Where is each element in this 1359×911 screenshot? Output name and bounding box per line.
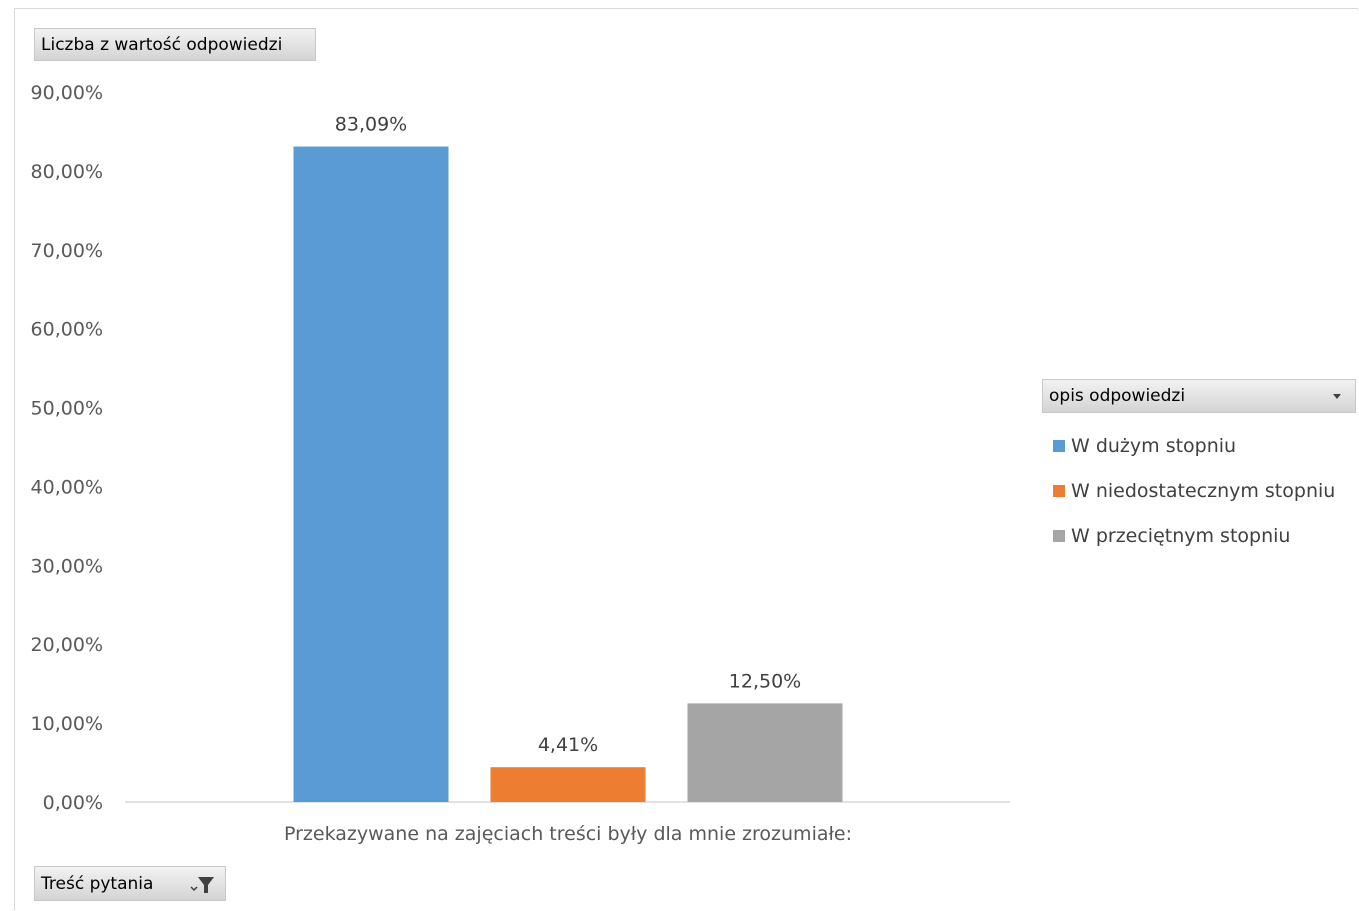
bar-series (293, 146, 843, 803)
y-tick-label: 30,00% (31, 555, 103, 577)
data-labels: 83,09% 4,41% 12,50% (335, 114, 801, 757)
legend-label: W przeciętnym stopniu (1071, 524, 1291, 547)
legend-label: W dużym stopniu (1071, 434, 1237, 457)
y-tick-label: 90,00% (31, 82, 103, 104)
legend-swatch (1053, 529, 1065, 542)
y-tick-label: 60,00% (31, 319, 103, 341)
y-tick-label: 10,00% (31, 713, 103, 735)
data-label: 4,41% (538, 734, 598, 756)
filter-icon[interactable] (189, 875, 215, 895)
data-label: 83,09% (335, 114, 407, 136)
row-field-button[interactable]: Treść pytania (34, 866, 226, 901)
category-label: Przekazywane na zajęciach treści były dl… (284, 823, 852, 845)
chevron-down-icon[interactable] (1333, 394, 1341, 399)
bar[interactable] (687, 703, 843, 802)
chart-area (14, 8, 1358, 910)
legend-item[interactable]: W dużym stopniu (1053, 423, 1335, 468)
legend-field-button[interactable]: opis odpowiedzi (1042, 379, 1356, 413)
y-tick-label: 80,00% (31, 161, 103, 183)
value-field-button[interactable]: Liczba z wartość odpowiedzi (34, 28, 316, 61)
data-label: 12,50% (729, 670, 801, 692)
y-axis-tick-labels: 0,00% 10,00% 20,00% 30,00% 40,00% 50,00% 60,00… (31, 82, 103, 814)
y-tick-label: 0,00% (43, 792, 103, 814)
legend-field-label: opis odpowiedzi (1049, 386, 1186, 406)
y-tick-label: 70,00% (31, 240, 103, 262)
legend-item[interactable]: W niedostatecznym stopniu (1053, 468, 1335, 513)
legend-swatch (1053, 484, 1065, 497)
y-tick-label: 20,00% (31, 634, 103, 656)
value-field-label: Liczba z wartość odpowiedzi (41, 35, 283, 55)
y-tick-label: 50,00% (31, 398, 103, 420)
legend-label: W niedostatecznym stopniu (1071, 479, 1336, 502)
legend-swatch (1053, 439, 1065, 452)
legend: W dużym stopniu W niedostatecznym stopniu… (1053, 423, 1335, 558)
bar[interactable] (490, 767, 646, 802)
legend-item[interactable]: W przeciętnym stopniu (1053, 513, 1335, 558)
row-field-label: Treść pytania (41, 874, 154, 894)
y-tick-label: 40,00% (31, 476, 103, 498)
bar[interactable] (293, 146, 449, 803)
